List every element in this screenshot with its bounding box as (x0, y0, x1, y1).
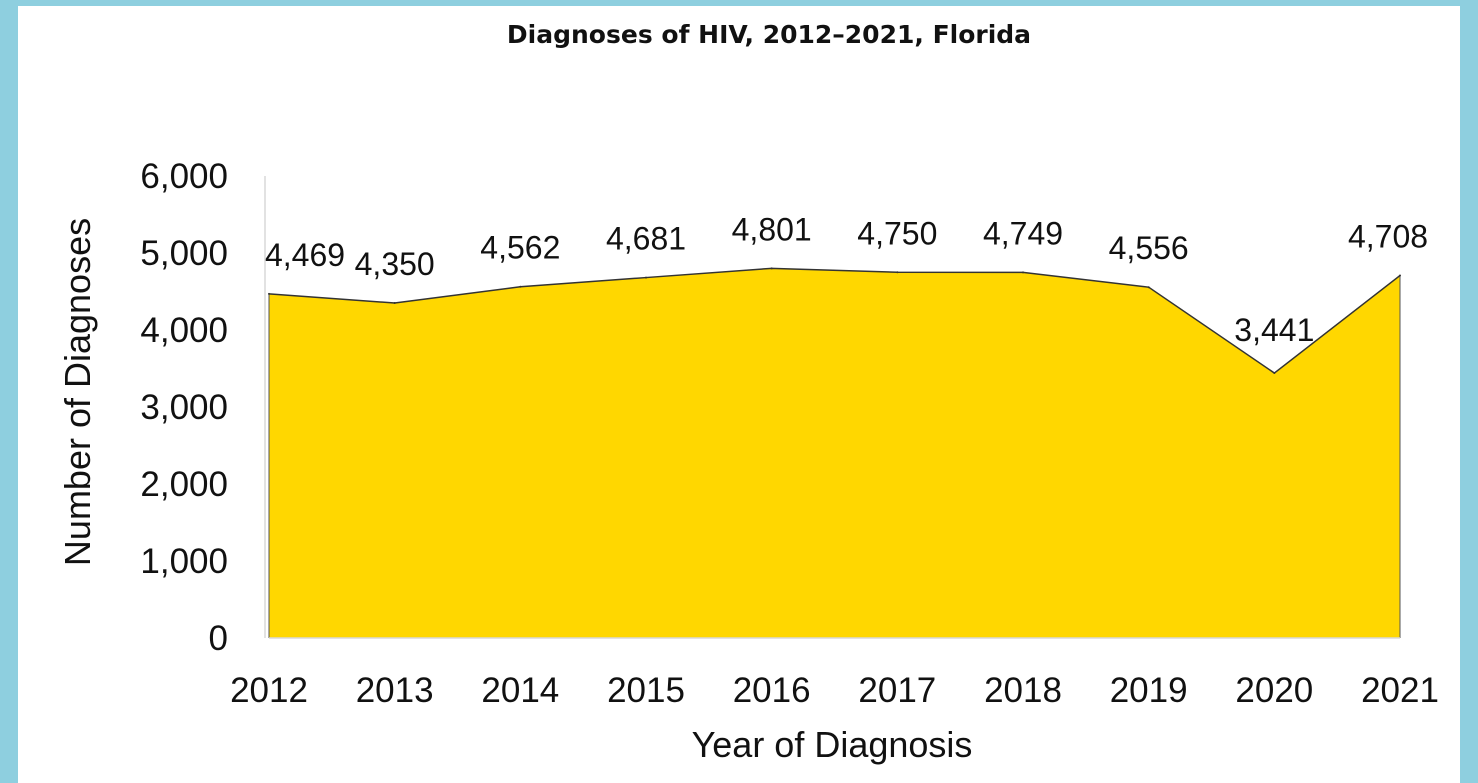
data-label: 4,708 (1348, 218, 1428, 254)
data-point (896, 271, 899, 274)
x-tick-label: 2021 (1361, 671, 1439, 710)
y-tick-label: 5,000 (140, 234, 228, 273)
data-label: 4,469 (265, 237, 345, 273)
data-label: 4,556 (1109, 230, 1189, 266)
chart-title: Diagnoses of HIV, 2012–2021, Florida (506, 20, 1032, 49)
data-label: 4,749 (983, 215, 1063, 251)
x-tick-label: 2019 (1110, 671, 1188, 710)
area-layer (268, 267, 1401, 639)
y-tick-label: 0 (209, 619, 228, 658)
data-label: 4,350 (355, 246, 435, 282)
data-label: 4,750 (857, 215, 937, 251)
x-tick-label: 2018 (984, 671, 1062, 710)
y-axis: 0 1,000 2,000 3,000 4,000 5,000 6,000 (140, 157, 266, 658)
data-labels: 4,469 4,350 4,562 4,681 4,801 4,750 4,749 4,556… (265, 211, 1428, 348)
data-point (1399, 274, 1401, 277)
y-tick-label: 3,000 (140, 388, 228, 427)
data-point (1273, 372, 1276, 375)
data-point (268, 292, 270, 295)
x-tick-label: 2014 (481, 671, 559, 710)
data-point (1022, 271, 1024, 274)
data-label: 4,681 (606, 221, 686, 257)
data-label: 4,801 (732, 211, 812, 247)
data-point (645, 276, 647, 279)
y-tick-label: 1,000 (140, 542, 228, 581)
x-axis: 2012 2013 2014 2015 2016 2017 2018 2019 2020 2021 (230, 671, 1439, 710)
data-point (1147, 286, 1150, 289)
x-tick-label: 2020 (1235, 671, 1313, 710)
y-axis-title: Number of Diagnoses (57, 218, 98, 566)
x-tick-label: 2016 (733, 671, 811, 710)
area-line (268, 267, 1401, 374)
x-tick-label: 2012 (230, 671, 308, 710)
y-tick-label: 2,000 (140, 465, 228, 504)
data-point (770, 267, 773, 270)
area-fill (269, 268, 1400, 638)
x-tick-label: 2015 (607, 671, 685, 710)
data-point (393, 302, 396, 305)
x-tick-label: 2017 (858, 671, 936, 710)
x-axis-title: Year of Diagnosis (692, 724, 973, 765)
y-tick-label: 4,000 (140, 311, 228, 350)
y-tick-label: 6,000 (140, 157, 228, 196)
data-label: 3,441 (1234, 312, 1314, 348)
x-tick-label: 2013 (356, 671, 434, 710)
data-label: 4,562 (480, 230, 560, 266)
data-point (519, 285, 522, 288)
